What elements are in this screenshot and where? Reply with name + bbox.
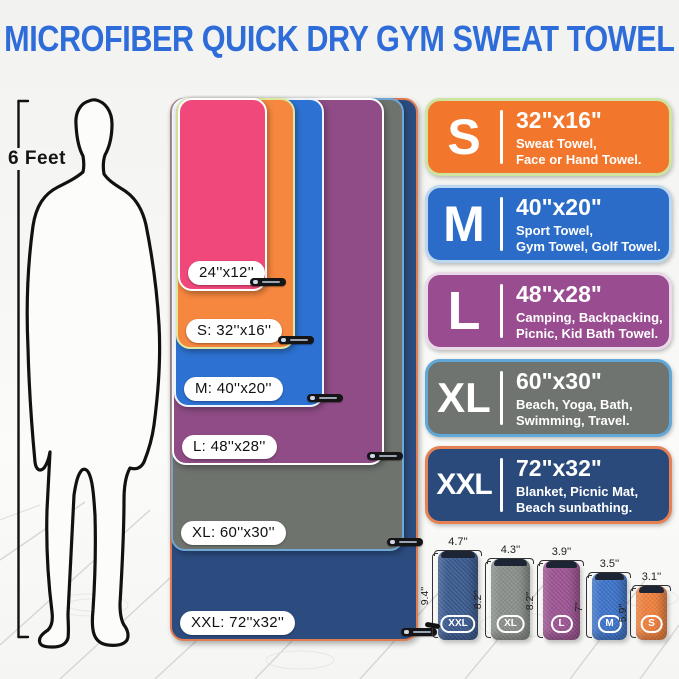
size-label-pill: XL: 60''x30'' (181, 521, 286, 545)
page-title: MICROFIBER QUICK DRY GYM SWEAT TOWEL (4, 18, 675, 59)
brand-tag (401, 628, 437, 636)
card-size: 32"x16" (516, 107, 602, 134)
size-card-s: S 32"x16" Sweat Towel, Face or Hand Towe… (425, 98, 672, 176)
card-divider (500, 110, 503, 164)
card-desc-line2: Swimming, Travel. (516, 413, 630, 429)
size-letter: XXL (436, 468, 492, 501)
card-desc-line2: Picnic, Kid Bath Towel. (516, 326, 659, 342)
brand-tag (387, 538, 423, 546)
person-silhouette (25, 98, 162, 649)
size-badge: L (550, 615, 573, 633)
folded-towel-body: L (543, 561, 580, 640)
size-badge: S (640, 615, 663, 633)
size-badge: XL (496, 615, 525, 633)
card-divider (500, 197, 503, 251)
towel-loop-band (441, 551, 475, 558)
card-desc-line1: Beach, Yoga, Bath, (516, 397, 633, 413)
towel-loop-band (546, 561, 577, 568)
card-desc-line1: Camping, Backpacking, (516, 310, 663, 326)
towel-loop-band (595, 573, 624, 580)
card-desc-line1: Blanket, Picnic Mat, (516, 484, 639, 500)
size-label-pill: S: 32''x16'' (186, 319, 283, 343)
folded-towel-m: 3.5'' 7'' M (573, 558, 631, 640)
card-divider (500, 371, 503, 425)
brand-tag (278, 336, 314, 344)
card-desc-line2: Gym Towel, Golf Towel. (516, 239, 661, 255)
size-card-xxl: XXL 72"x32" Blanket, Picnic Mat, Beach s… (425, 446, 672, 524)
folded-towel-s: 3.1'' 5.9'' S (617, 571, 671, 640)
card-size: 40"x20" (516, 194, 602, 221)
size-card-list: S 32"x16" Sweat Towel, Face or Hand Towe… (425, 98, 672, 524)
height-bracket (17, 99, 30, 639)
size-badge: XXL (440, 615, 476, 633)
size-letter: XL (437, 374, 491, 421)
size-card-l: L 48"x28" Camping, Backpacking, Picnic, … (425, 272, 672, 350)
flat-towel-mini: 24''x12'' (178, 98, 286, 291)
size-card-xl: XL 60"x30" Beach, Yoga, Bath, Swimming, … (425, 359, 672, 437)
size-label-pill: XXL: 72''x32'' (180, 611, 296, 635)
size-card-m: M 40"x20" Sport Towel, Gym Towel, Golf T… (425, 185, 672, 263)
card-divider (500, 284, 503, 338)
card-size: 72"x32" (516, 455, 602, 482)
card-divider (500, 458, 503, 512)
towel-loop-band (639, 586, 664, 593)
card-desc-line2: Face or Hand Towel. (516, 152, 642, 168)
size-letter: L (447, 281, 481, 341)
card-desc-line1: Sweat Towel, (516, 136, 597, 152)
towel-loop-band (494, 559, 527, 566)
folded-towel-xl: 4.3'' 8.2'' XL (472, 544, 534, 640)
card-desc-line1: Sport Towel, (516, 223, 594, 239)
folded-towel-xxl: 4.7'' 9.4'' XXL (419, 536, 482, 640)
folded-towel-body: M (592, 573, 627, 640)
size-label-pill: L: 48''x28'' (182, 435, 277, 459)
size-label-pill: M: 40''x20'' (184, 377, 283, 401)
card-desc-line2: Beach sunbathing. (516, 500, 633, 516)
card-size: 48"x28" (516, 281, 602, 308)
card-size: 60"x30" (516, 368, 602, 395)
brand-tag (307, 394, 343, 402)
size-badge: M (597, 615, 622, 633)
size-letter: S (447, 109, 481, 165)
folded-towel-body: S (636, 586, 667, 640)
brand-tag (367, 452, 403, 460)
folded-towel-body: XL (491, 559, 530, 640)
height-label: 6 Feet (5, 148, 69, 170)
brand-tag (250, 278, 286, 286)
size-letter: M (443, 196, 485, 252)
folded-towel-l: 3.9'' 8.2'' L (524, 546, 584, 640)
folded-towel-body: XXL (424, 551, 478, 640)
